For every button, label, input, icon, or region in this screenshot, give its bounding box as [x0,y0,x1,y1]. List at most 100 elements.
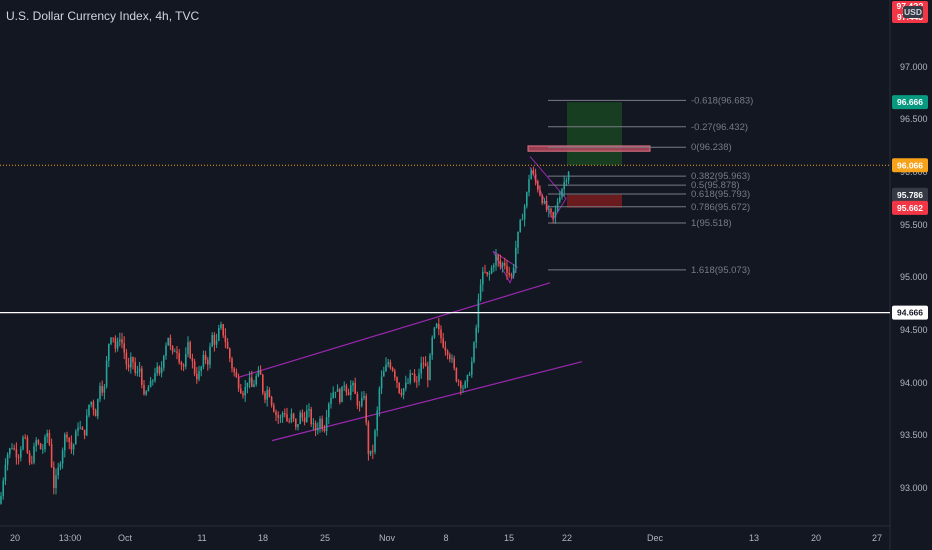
candle-body [0,495,2,504]
candle-body [299,412,301,425]
candle-body [334,391,337,393]
candle-body [229,348,231,359]
candle-body [13,448,15,450]
candle-body [444,347,447,351]
currency-button[interactable] [903,6,923,18]
candle-body [26,437,29,453]
candle-body [240,388,242,394]
candle-body [400,392,403,395]
candle-body [545,200,548,211]
candle-body [50,444,53,468]
candle-body [332,392,334,399]
wedge-pattern[interactable] [529,156,567,221]
entry-zone-box[interactable] [527,145,651,152]
candle-body [231,358,233,369]
candle-body [374,430,376,452]
candle-body [22,437,24,450]
candle-body [94,409,97,417]
candle-body [119,339,121,342]
candle-body [301,412,304,418]
candle-body [345,385,348,393]
candle-body [405,382,407,389]
candle-body [479,284,482,300]
fib-level-label: 1.618(95.073) [691,265,750,276]
candle-body [147,387,150,392]
candle-body [539,189,541,196]
y-tick-label: 93.000 [900,483,928,493]
candle-body [83,429,86,436]
channel-line[interactable] [237,282,551,379]
candle-body [433,327,436,338]
x-tick-label: 20 [811,533,821,543]
candle-body [235,372,238,378]
candle-body [246,382,249,388]
currency-label: USD [904,7,922,17]
x-tick-label: 13 [749,533,759,543]
fib-level-label: 0(96.238) [691,142,732,153]
candle-body [149,380,152,388]
candle-body [132,357,134,363]
candle-body [145,391,147,395]
candle-body [286,414,288,422]
candle-body [277,415,279,418]
channel-line[interactable] [271,361,583,442]
candle-body [257,370,260,377]
candle-body [15,449,18,458]
candle-body [510,274,513,276]
candle-body [347,392,350,396]
x-tick-label: 27 [872,533,882,543]
candle-body [75,431,77,445]
candle-body [328,403,330,418]
stop-zone[interactable] [567,194,622,208]
candle-body [484,271,486,273]
candle-body [365,396,367,423]
candle-body [97,399,99,417]
candle-body [369,450,372,454]
candle-body [79,427,81,429]
candle-body [64,434,66,451]
candle-body [378,388,381,411]
candle-body [200,366,202,372]
candle-body [361,398,363,406]
current-badge [892,187,928,202]
candle-body [213,334,216,345]
candle-body [224,335,227,343]
candle-body [488,273,491,275]
candle-body [279,417,282,418]
candle-body [490,267,493,274]
resistance-badge [892,305,928,320]
candle-body [174,351,176,353]
candle-body [176,351,178,353]
candle-body [156,366,158,374]
y-tick-label: 95.500 [900,220,928,230]
x-tick-label: Oct [118,533,133,543]
candle-body [204,354,207,360]
candle-body [70,441,73,450]
candle-body [317,428,319,431]
candle-body [422,363,425,365]
chart-title: U.S. Dollar Currency Index, 4h, TVC [6,9,200,23]
candle-body [141,368,143,385]
candle-body [523,206,526,220]
candle-body [356,393,359,406]
candle-body [350,385,352,396]
target-zone[interactable] [567,102,622,166]
y-tick-label: 94.000 [900,378,928,388]
candle-body [473,342,475,362]
candle-body [442,338,444,348]
fib-level-label: 1(95.518) [691,218,732,229]
candle-body [339,389,341,403]
candle-body [556,201,559,211]
candle-body [237,377,240,389]
candle-body [413,373,416,382]
x-tick-label: Dec [647,533,664,543]
candle-body [275,411,277,416]
candle-body [552,212,554,218]
candle-body [116,341,119,349]
candle-body [453,358,455,369]
candle-body [341,386,343,403]
candle-body [273,405,275,412]
candle-body [222,324,224,336]
